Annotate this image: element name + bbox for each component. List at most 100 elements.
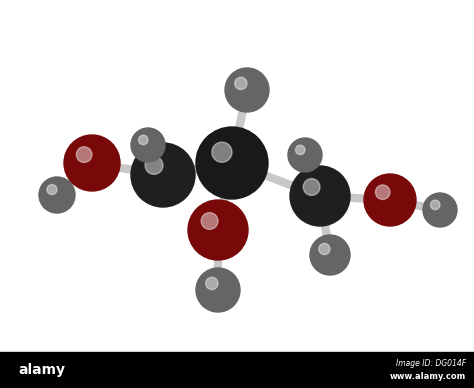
Circle shape: [40, 178, 73, 211]
Circle shape: [137, 133, 158, 155]
Circle shape: [71, 142, 111, 182]
Circle shape: [152, 164, 167, 179]
Circle shape: [137, 134, 157, 154]
Circle shape: [364, 174, 416, 226]
Circle shape: [205, 217, 225, 237]
Circle shape: [324, 249, 332, 257]
Circle shape: [83, 154, 94, 165]
Circle shape: [303, 179, 332, 208]
Circle shape: [201, 213, 230, 242]
Circle shape: [205, 277, 228, 300]
Circle shape: [232, 75, 260, 102]
Circle shape: [430, 201, 447, 217]
Circle shape: [48, 187, 63, 200]
Circle shape: [76, 147, 103, 174]
Circle shape: [381, 191, 393, 204]
Circle shape: [153, 165, 166, 178]
Circle shape: [323, 248, 333, 258]
Circle shape: [226, 69, 268, 111]
Circle shape: [218, 149, 239, 170]
Circle shape: [428, 199, 450, 220]
Circle shape: [375, 185, 390, 199]
Circle shape: [322, 247, 334, 259]
Circle shape: [299, 149, 307, 158]
Circle shape: [296, 146, 311, 161]
Circle shape: [131, 143, 195, 207]
Circle shape: [367, 177, 412, 222]
Circle shape: [295, 171, 344, 220]
Circle shape: [372, 181, 406, 216]
Circle shape: [140, 137, 153, 150]
Circle shape: [139, 136, 154, 151]
Circle shape: [204, 276, 229, 301]
Circle shape: [424, 194, 455, 225]
Circle shape: [203, 134, 258, 189]
Circle shape: [429, 199, 449, 219]
Circle shape: [67, 139, 116, 187]
Circle shape: [369, 179, 409, 219]
Circle shape: [373, 182, 405, 215]
Circle shape: [208, 280, 225, 296]
Circle shape: [131, 128, 165, 162]
Circle shape: [290, 139, 320, 170]
Circle shape: [47, 185, 64, 202]
Circle shape: [297, 147, 310, 160]
Circle shape: [134, 146, 191, 204]
Circle shape: [313, 238, 346, 271]
Circle shape: [289, 139, 321, 171]
Circle shape: [383, 193, 391, 201]
Circle shape: [236, 79, 255, 98]
Circle shape: [317, 242, 340, 265]
Circle shape: [40, 178, 74, 212]
Circle shape: [44, 181, 69, 207]
Circle shape: [307, 183, 328, 203]
Circle shape: [199, 211, 234, 246]
Circle shape: [319, 244, 338, 263]
Circle shape: [312, 188, 321, 197]
Circle shape: [197, 269, 239, 311]
Circle shape: [206, 137, 255, 185]
Circle shape: [200, 272, 235, 307]
Circle shape: [81, 152, 97, 168]
Circle shape: [366, 176, 413, 223]
Text: www.alamy.com: www.alamy.com: [390, 372, 466, 381]
Circle shape: [294, 170, 345, 221]
Circle shape: [374, 184, 403, 213]
Circle shape: [292, 168, 347, 223]
Circle shape: [198, 270, 237, 310]
Circle shape: [290, 140, 319, 169]
Circle shape: [377, 187, 399, 209]
Circle shape: [321, 246, 335, 260]
Circle shape: [73, 144, 108, 179]
Circle shape: [140, 152, 183, 195]
Circle shape: [46, 184, 65, 203]
Circle shape: [210, 282, 221, 293]
Circle shape: [44, 182, 68, 206]
Circle shape: [426, 196, 453, 223]
Circle shape: [318, 243, 339, 264]
Circle shape: [201, 274, 233, 305]
Circle shape: [301, 177, 336, 211]
Circle shape: [310, 185, 324, 200]
Circle shape: [208, 139, 253, 184]
Circle shape: [195, 207, 238, 250]
Circle shape: [144, 140, 148, 146]
Circle shape: [295, 145, 305, 155]
Circle shape: [199, 271, 237, 308]
Circle shape: [294, 144, 314, 164]
Circle shape: [212, 143, 246, 178]
Circle shape: [380, 190, 395, 205]
Circle shape: [311, 236, 349, 274]
Circle shape: [51, 189, 58, 196]
Circle shape: [436, 205, 440, 211]
Circle shape: [204, 216, 227, 239]
Circle shape: [48, 186, 64, 201]
Circle shape: [316, 241, 342, 267]
Circle shape: [143, 155, 180, 192]
Circle shape: [435, 205, 441, 211]
Circle shape: [45, 183, 67, 205]
Circle shape: [291, 167, 348, 224]
Circle shape: [194, 206, 240, 252]
Circle shape: [144, 156, 178, 190]
Circle shape: [65, 136, 118, 189]
